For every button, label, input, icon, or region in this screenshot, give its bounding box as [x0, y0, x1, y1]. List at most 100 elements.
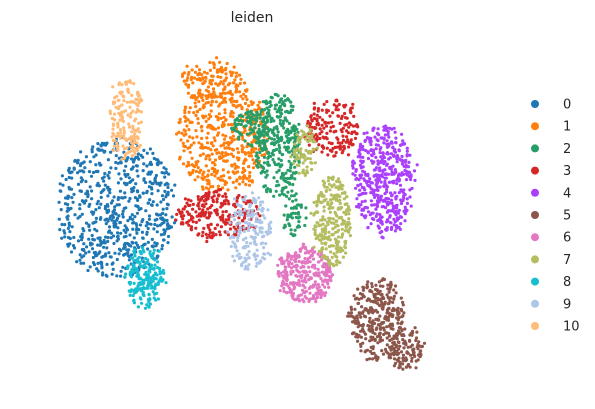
data-point [138, 277, 141, 280]
data-point [370, 153, 373, 156]
data-point [113, 252, 116, 255]
data-point [144, 307, 147, 310]
data-point [60, 237, 63, 240]
data-point [235, 72, 238, 75]
data-point [382, 205, 385, 208]
data-point [357, 298, 360, 301]
data-point [406, 364, 409, 367]
data-point [323, 181, 326, 184]
data-point [189, 172, 192, 175]
data-point [376, 289, 379, 292]
data-point [211, 153, 214, 156]
data-point [135, 164, 138, 167]
data-point [264, 242, 267, 245]
data-point [95, 267, 98, 270]
data-point [107, 158, 110, 161]
data-point [243, 81, 246, 84]
data-point [194, 129, 197, 132]
data-point [351, 131, 354, 134]
data-point [142, 287, 145, 290]
data-point [320, 150, 323, 153]
data-point [78, 207, 81, 210]
data-point [291, 200, 294, 203]
data-point [230, 73, 233, 76]
data-point [389, 353, 392, 356]
data-point [217, 185, 220, 188]
data-point [249, 119, 252, 122]
data-point [144, 209, 147, 212]
data-point [383, 160, 386, 163]
data-point [123, 147, 126, 150]
data-point [255, 225, 258, 228]
data-point [322, 146, 325, 149]
data-point [295, 269, 298, 272]
data-point [399, 222, 402, 225]
data-point [207, 132, 210, 135]
data-point [376, 219, 379, 222]
data-point [270, 96, 273, 99]
data-point [396, 154, 399, 157]
data-point [397, 360, 400, 363]
data-point [329, 279, 332, 282]
data-point [278, 151, 281, 154]
data-point [323, 235, 326, 238]
data-point [111, 273, 114, 276]
data-point [227, 141, 230, 144]
data-point [330, 202, 333, 205]
data-point [366, 280, 369, 283]
data-point [337, 177, 340, 180]
data-point [229, 115, 232, 118]
data-point [117, 181, 120, 184]
data-point [357, 325, 360, 328]
data-point [140, 99, 143, 102]
data-point [255, 217, 258, 220]
data-point [252, 150, 255, 153]
data-point [137, 260, 140, 263]
data-point [152, 200, 155, 203]
data-point [313, 102, 316, 105]
data-point [414, 326, 417, 329]
data-point [185, 124, 188, 127]
data-point [292, 171, 295, 174]
data-point [374, 156, 377, 159]
data-point [147, 202, 150, 205]
data-point [292, 270, 295, 273]
data-point [197, 166, 200, 169]
data-point [105, 275, 108, 278]
data-point [367, 151, 370, 154]
data-point [366, 226, 369, 229]
data-point [206, 236, 209, 239]
data-point [130, 135, 133, 138]
data-point [88, 170, 91, 173]
data-point [313, 267, 316, 270]
data-point [360, 324, 363, 327]
data-point [142, 243, 145, 246]
data-point [230, 98, 233, 101]
data-point [405, 351, 408, 354]
data-point [310, 162, 313, 165]
data-point [215, 211, 218, 214]
data-point [331, 256, 334, 259]
data-point [240, 210, 243, 213]
data-point [208, 113, 211, 116]
data-point [113, 195, 116, 198]
data-point [275, 190, 278, 193]
data-point [135, 241, 138, 244]
data-point [141, 231, 144, 234]
data-point [351, 172, 354, 175]
data-point [157, 189, 160, 192]
data-point [141, 259, 144, 262]
data-point [335, 197, 338, 200]
data-point [250, 128, 253, 131]
data-point [328, 183, 331, 186]
data-point [183, 115, 186, 118]
data-point [396, 337, 399, 340]
data-point [290, 258, 293, 261]
data-point [382, 236, 385, 239]
data-point [369, 300, 372, 303]
data-point [396, 160, 399, 163]
data-point [213, 163, 216, 166]
data-point [219, 117, 222, 120]
data-point [406, 150, 409, 153]
data-point [112, 242, 115, 245]
